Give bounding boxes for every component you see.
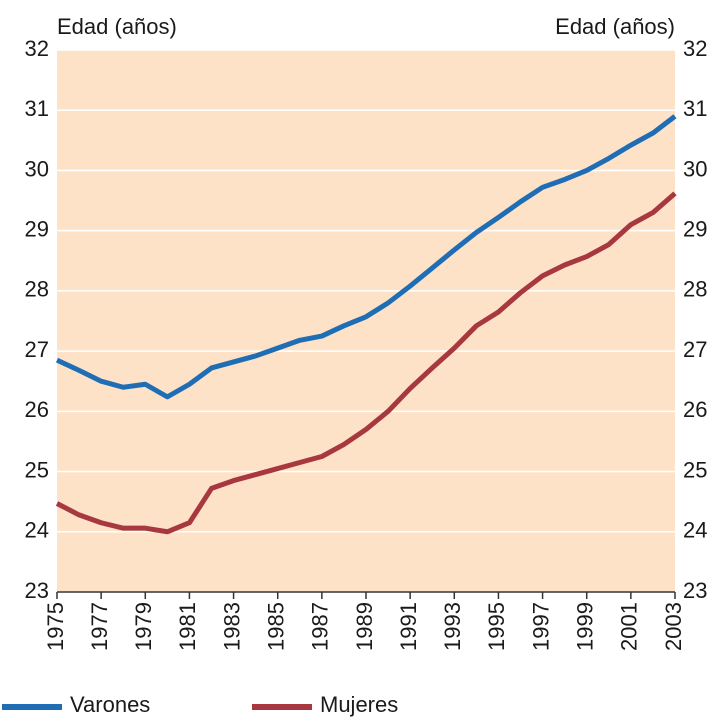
- x-tick-label: 2001: [617, 602, 642, 651]
- y2-tick-label: 31: [683, 96, 707, 121]
- x-tick-label: 1983: [219, 602, 244, 651]
- x-tick-label: 1975: [43, 602, 68, 651]
- y-tick-label: 28: [25, 277, 49, 302]
- x-tick-label: 1987: [308, 602, 333, 651]
- y-tick-label: 31: [25, 96, 49, 121]
- y2-tick-label: 23: [683, 578, 707, 603]
- y2-tick-label: 24: [683, 518, 707, 543]
- series-line: [55, 191, 677, 535]
- y2-tick-label: 29: [683, 216, 707, 241]
- x-tick-label: 1999: [573, 602, 598, 651]
- x-tick-label: 1997: [528, 602, 553, 651]
- y-tick-label: 24: [25, 518, 49, 543]
- x-tick-label: 1981: [175, 602, 200, 651]
- y-tick-label: 26: [25, 397, 49, 422]
- y-tick-label: 29: [25, 216, 49, 241]
- x-tick-label: 1989: [352, 602, 377, 651]
- y2-tick-label: 27: [683, 337, 707, 362]
- y2-axis-label: Edad (años): [555, 14, 675, 39]
- legend-label: Mujeres: [320, 692, 398, 717]
- y2-tick-label: 30: [683, 156, 707, 181]
- x-tick-label: 1995: [484, 602, 509, 651]
- x-tick-label: 1991: [396, 602, 421, 651]
- y-tick-label: 23: [25, 578, 49, 603]
- x-tick-label: 1985: [264, 602, 289, 651]
- plot-background: [57, 50, 675, 592]
- legend-label: Varones: [70, 692, 150, 717]
- y-tick-label: 27: [25, 337, 49, 362]
- series-line: [55, 114, 677, 400]
- x-tick-label: 1979: [131, 602, 156, 651]
- x-tick-label: 1993: [440, 602, 465, 651]
- y-tick-label: 32: [25, 36, 49, 61]
- y-tick-label: 30: [25, 156, 49, 181]
- y-axis-label: Edad (años): [57, 14, 177, 39]
- x-tick-label: 1977: [87, 602, 112, 651]
- y2-tick-label: 32: [683, 36, 707, 61]
- y-tick-label: 25: [25, 457, 49, 482]
- y2-tick-label: 25: [683, 457, 707, 482]
- y2-tick-label: 28: [683, 277, 707, 302]
- y2-tick-label: 26: [683, 397, 707, 422]
- x-tick-label: 2003: [661, 602, 686, 651]
